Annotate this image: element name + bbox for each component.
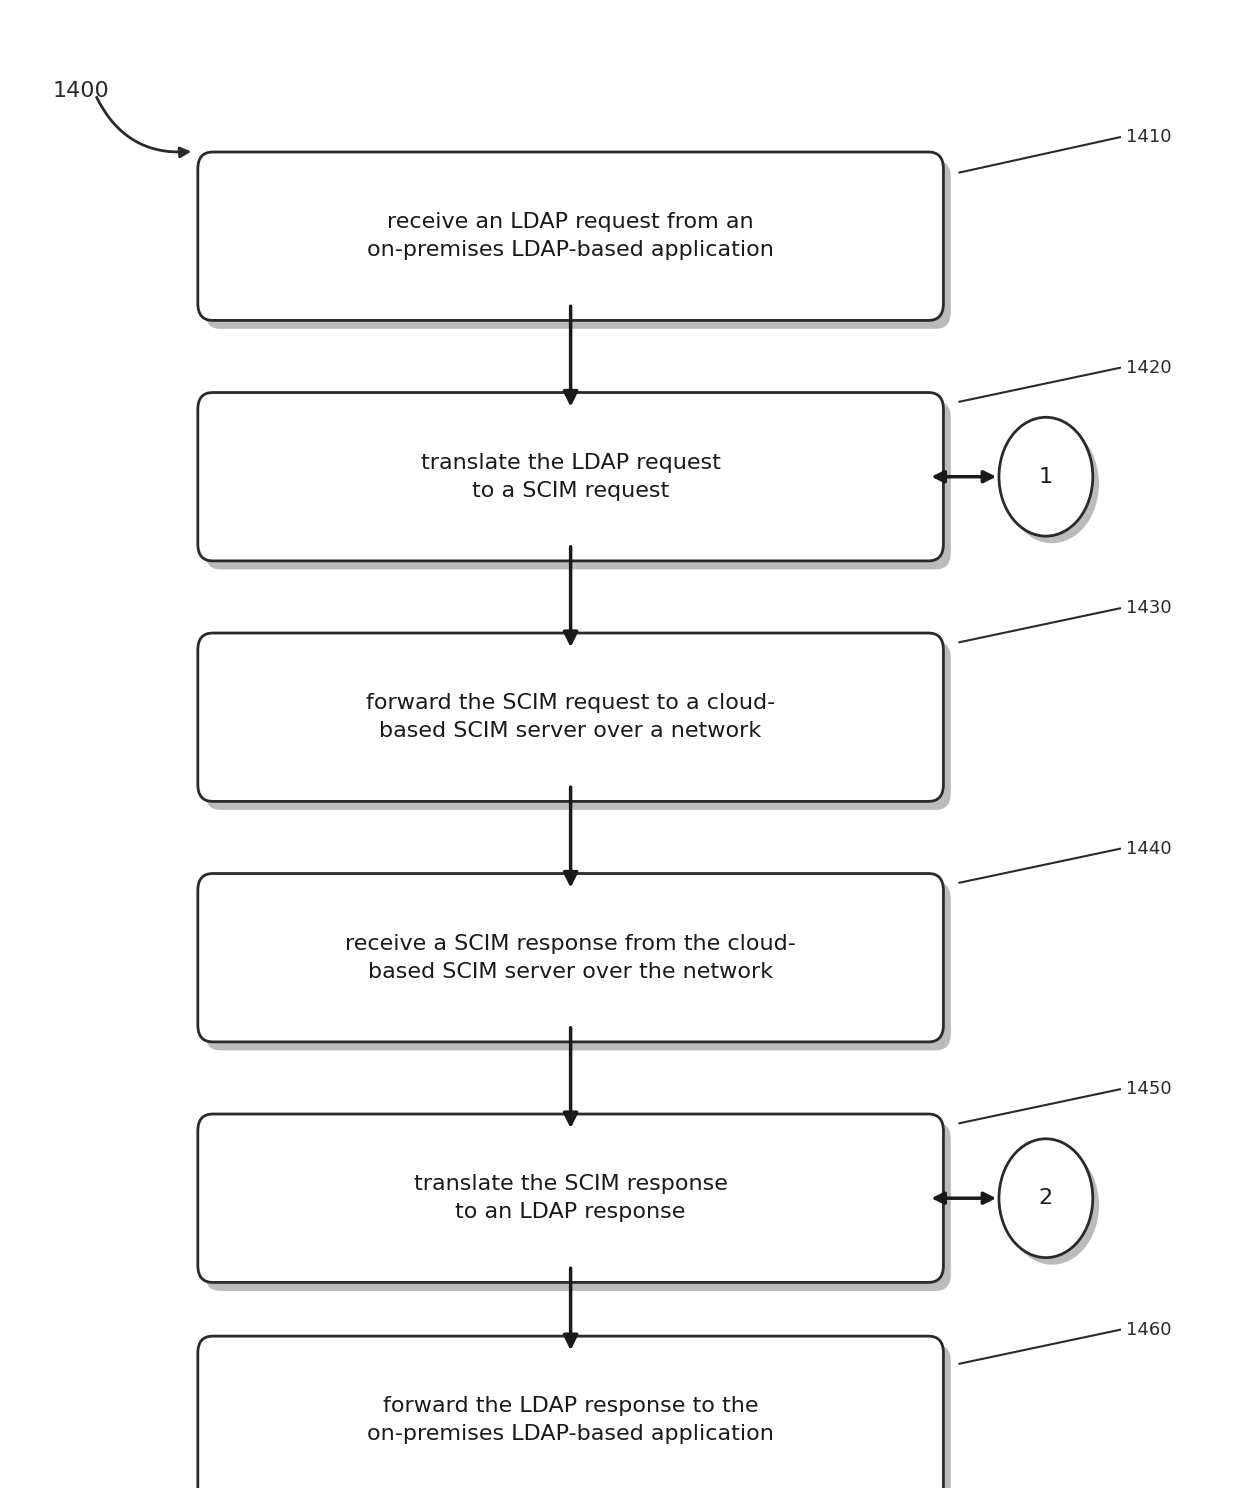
Text: 1460: 1460 (1126, 1321, 1172, 1339)
FancyBboxPatch shape (206, 1123, 951, 1291)
Text: translate the LDAP request
to a SCIM request: translate the LDAP request to a SCIM req… (420, 453, 720, 501)
Text: receive an LDAP request from an
on-premises LDAP-based application: receive an LDAP request from an on-premi… (367, 212, 774, 261)
Text: 1450: 1450 (1126, 1081, 1172, 1099)
FancyBboxPatch shape (198, 634, 944, 801)
Text: 1400: 1400 (52, 81, 109, 100)
FancyBboxPatch shape (206, 1345, 951, 1491)
FancyBboxPatch shape (198, 1114, 944, 1282)
Ellipse shape (999, 1139, 1092, 1257)
FancyBboxPatch shape (206, 883, 951, 1050)
Text: forward the SCIM request to a cloud-
based SCIM server over a network: forward the SCIM request to a cloud- bas… (366, 693, 775, 741)
Ellipse shape (1006, 425, 1099, 543)
Text: 1440: 1440 (1126, 839, 1172, 857)
Text: 2: 2 (1039, 1188, 1053, 1208)
FancyBboxPatch shape (206, 161, 951, 330)
Text: 1430: 1430 (1126, 599, 1172, 617)
FancyBboxPatch shape (206, 641, 951, 810)
Text: 1: 1 (1039, 467, 1053, 486)
Ellipse shape (1006, 1147, 1099, 1264)
FancyBboxPatch shape (198, 392, 944, 561)
FancyBboxPatch shape (206, 401, 951, 570)
FancyBboxPatch shape (198, 152, 944, 321)
Text: 1410: 1410 (1126, 128, 1172, 146)
Text: forward the LDAP response to the
on-premises LDAP-based application: forward the LDAP response to the on-prem… (367, 1396, 774, 1445)
Text: 1420: 1420 (1126, 359, 1172, 377)
Ellipse shape (999, 417, 1092, 537)
Text: translate the SCIM response
to an LDAP response: translate the SCIM response to an LDAP r… (414, 1175, 728, 1223)
FancyBboxPatch shape (198, 1336, 944, 1491)
Text: receive a SCIM response from the cloud-
based SCIM server over the network: receive a SCIM response from the cloud- … (345, 933, 796, 981)
FancyBboxPatch shape (198, 874, 944, 1042)
